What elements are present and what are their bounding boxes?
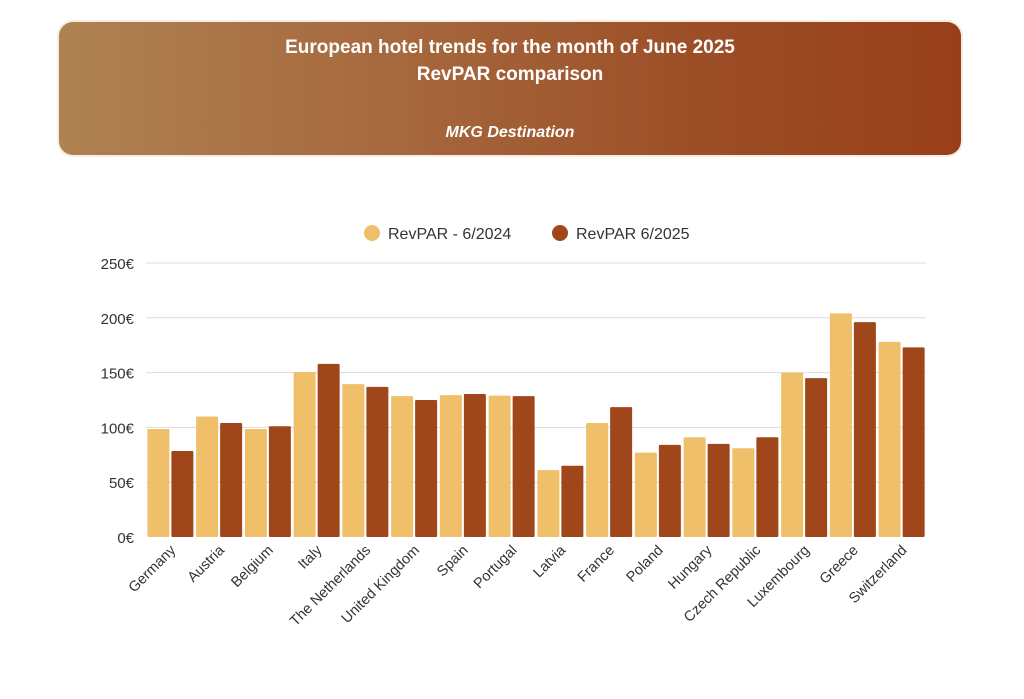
y-tick-label: 250€ — [101, 256, 135, 273]
bar-2025 — [853, 322, 876, 537]
bar-2025 — [756, 437, 779, 537]
y-tick-label: 150€ — [101, 366, 135, 383]
bar-2024 — [488, 395, 511, 537]
x-tick-label: Portugal — [471, 543, 521, 593]
x-tick-label: Latvia — [531, 542, 570, 581]
y-tick-label: 0€ — [117, 530, 134, 547]
bar-2024 — [537, 470, 560, 537]
bar-2025 — [317, 363, 340, 537]
bar-2024 — [244, 429, 267, 537]
x-tick-label: Italy — [295, 542, 326, 573]
bar-2024 — [829, 313, 852, 537]
legend-label: RevPAR - 6/2024 — [388, 226, 511, 243]
y-axis: 0€ 50€ 100€ 150€ 200€ 250€ — [101, 256, 135, 547]
bar-2025 — [366, 386, 389, 537]
bar-2025 — [171, 450, 194, 537]
bar-2025 — [220, 423, 243, 537]
y-tick-label: 50€ — [109, 475, 135, 492]
chart-title: European hotel trends for the month of J… — [285, 37, 735, 58]
bar-2025 — [805, 378, 828, 537]
chart-title-line2: RevPAR comparison — [416, 64, 604, 85]
legend-marker — [364, 225, 380, 241]
bar-2025 — [707, 443, 730, 537]
x-tick-label: Greece — [817, 543, 862, 588]
bar-2025 — [561, 465, 584, 537]
bar-2025 — [268, 426, 291, 537]
bar-2024 — [293, 372, 316, 537]
chart-source: MKG Destination — [445, 124, 575, 141]
bar-2025 — [512, 396, 535, 537]
y-tick-label: 200€ — [101, 311, 135, 328]
bar-2024 — [878, 341, 901, 537]
x-tick-label: France — [575, 543, 618, 586]
bar-2024 — [391, 396, 414, 537]
bar-2025 — [658, 444, 681, 537]
legend: RevPAR - 6/2024 RevPAR 6/2025 — [364, 225, 690, 243]
x-tick-label: Poland — [623, 543, 666, 586]
x-tick-label: Germany — [126, 542, 180, 596]
x-tick-label: Spain — [434, 543, 472, 581]
bar-2024 — [439, 395, 462, 537]
x-tick-label: Hungary — [665, 542, 716, 593]
bar-2024 — [147, 429, 170, 537]
bar-2024 — [732, 448, 755, 537]
chart-header: European hotel trends for the month of J… — [59, 22, 961, 155]
bars — [147, 313, 925, 537]
bar-2024 — [634, 452, 657, 537]
legend-label: RevPAR 6/2025 — [576, 226, 690, 243]
x-tick-label: Austria — [185, 542, 229, 586]
bar-2024 — [196, 416, 219, 537]
bar-2024 — [342, 384, 365, 537]
bar-2024 — [586, 423, 609, 537]
bar-2025 — [902, 347, 925, 537]
bar-2024 — [683, 437, 706, 537]
bar-2025 — [415, 400, 438, 537]
y-tick-label: 100€ — [101, 420, 135, 437]
legend-marker — [552, 225, 568, 241]
x-tick-label: Belgium — [228, 543, 276, 591]
bar-2024 — [781, 372, 804, 537]
bar-2025 — [610, 407, 633, 537]
bar-2025 — [463, 393, 486, 537]
